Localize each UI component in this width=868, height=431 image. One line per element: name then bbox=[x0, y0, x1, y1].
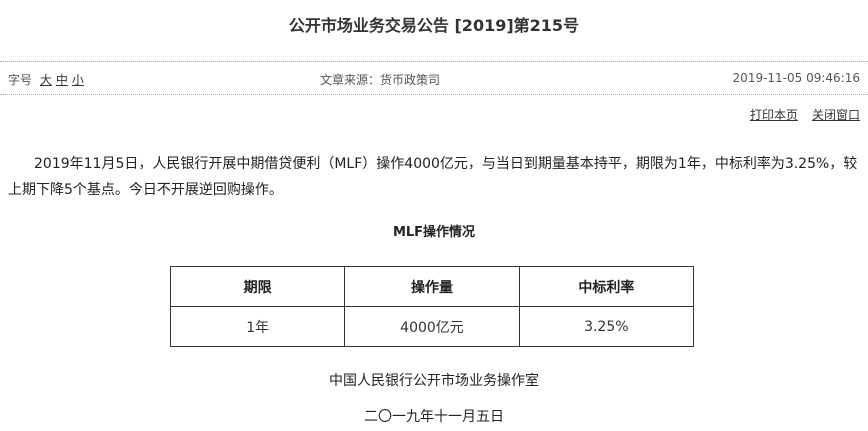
print-link[interactable]: 打印本页 bbox=[749, 108, 798, 122]
datetime: 2019-11-05 09:46:16 bbox=[732, 71, 860, 85]
header-cell: 操作量 bbox=[344, 266, 520, 307]
divider bbox=[0, 61, 868, 62]
cell: 3.25% bbox=[518, 306, 695, 347]
font-size-large[interactable]: 大 bbox=[39, 73, 52, 87]
font-size-small[interactable]: 小 bbox=[71, 73, 84, 87]
source: 文章来源：货币政策司 bbox=[320, 73, 441, 87]
paragraph: 2019年11月5日，人民银行开展中期借贷便利（MLF）操作4000亿元，与当日… bbox=[8, 156, 858, 198]
header-row: 期限 操作量 中标利率 bbox=[169, 266, 695, 307]
page-links: 打印本页 关闭窗口 bbox=[736, 106, 860, 123]
table-caption: MLF操作情况 bbox=[392, 225, 476, 240]
font-size-label: 字号 bbox=[8, 73, 33, 87]
data-row: 1年 4000亿元 3.25% bbox=[169, 306, 695, 347]
divider bbox=[0, 94, 868, 95]
issue-date: 二〇一九年十一月五日 bbox=[364, 409, 504, 425]
header-cell: 中标利率 bbox=[518, 266, 695, 307]
font-size-controls: 字号 大中小 bbox=[8, 71, 84, 88]
close-link[interactable]: 关闭窗口 bbox=[811, 108, 860, 122]
cell: 4000亿元 bbox=[344, 306, 520, 347]
issuer: 中国人民银行公开市场业务操作室 bbox=[329, 373, 539, 389]
table: 期限 操作量 中标利率 1年 4000亿元 3.25% bbox=[169, 266, 695, 347]
header-cell: 期限 bbox=[169, 266, 346, 307]
title: 公开市场业务交易公告 [2019]第215号 bbox=[288, 16, 580, 35]
font-size-medium[interactable]: 中 bbox=[55, 73, 68, 87]
cell: 1年 bbox=[169, 306, 346, 347]
